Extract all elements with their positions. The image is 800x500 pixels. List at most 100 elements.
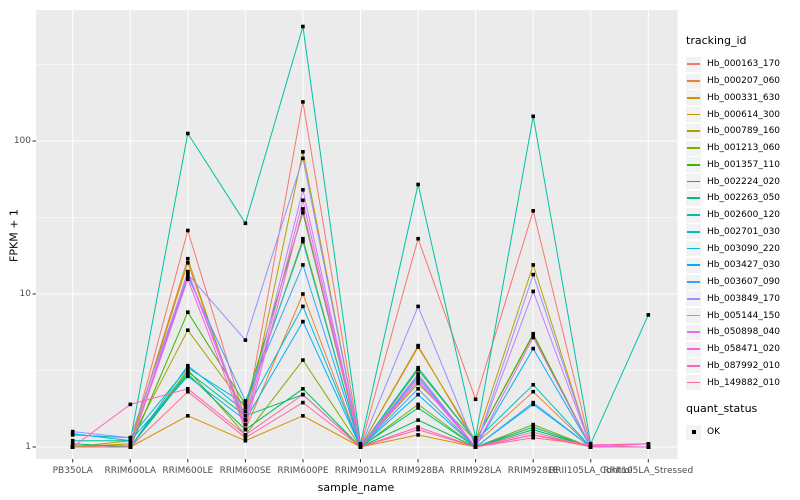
data-point	[186, 228, 190, 233]
data-point	[646, 442, 651, 446]
data-point	[531, 289, 535, 294]
data-point	[186, 374, 190, 379]
data-point	[243, 438, 248, 443]
y-tick-label: 10	[19, 289, 31, 299]
x-tick-label: RRIM928LE	[507, 466, 559, 476]
legend-title: tracking_id	[686, 34, 747, 47]
legend-item-label: Hb_001357_110	[707, 159, 781, 170]
legend-key-line-icon	[686, 324, 701, 340]
legend-key-line-icon	[686, 90, 701, 106]
legend-item-label: OK	[707, 427, 720, 438]
data-point	[416, 418, 420, 422]
x-tick-label: RRII105LA_Stressed	[603, 466, 694, 476]
data-point	[301, 414, 305, 418]
legend-item-label: Hb_003849_170	[707, 293, 781, 304]
legend-item: Hb_149882_010	[686, 374, 798, 391]
legend-item: Hb_003090_220	[686, 240, 798, 257]
data-point	[70, 442, 75, 446]
x-tick-label: RRIM600LA	[104, 466, 156, 476]
legend-item-label: Hb_002701_030	[707, 226, 781, 237]
legend-item-label: Hb_005144_150	[707, 310, 781, 321]
legend-item: Hb_050898_040	[686, 324, 798, 341]
x-tick-label: RRIM600SE	[219, 466, 272, 476]
legend-key-line-icon	[686, 140, 701, 156]
data-point	[70, 432, 75, 436]
data-point	[301, 319, 305, 324]
data-point	[416, 387, 420, 391]
legend-item-label: Hb_000331_630	[707, 92, 781, 103]
data-point	[416, 372, 420, 376]
data-point	[531, 346, 535, 351]
data-point	[588, 443, 593, 447]
data-point	[301, 292, 305, 296]
x-tick-label: RRIM928LA	[449, 466, 502, 476]
data-point	[243, 422, 248, 427]
data-point	[531, 430, 535, 434]
legend-item: Hb_087992_010	[686, 358, 798, 375]
data-point	[186, 261, 190, 265]
data-point	[301, 263, 305, 267]
legend-item: Hb_000789_160	[686, 123, 798, 140]
legend-item-label: Hb_000789_160	[707, 126, 781, 137]
x-tick-label: PB350LA	[52, 466, 93, 476]
legend-item: Hb_000163_170	[686, 56, 798, 73]
data-point	[186, 256, 190, 261]
data-point	[70, 438, 75, 443]
legend-key-line-icon	[686, 291, 701, 307]
legend-item-label: Hb_000163_170	[707, 59, 781, 70]
data-point	[186, 328, 190, 332]
legend-title: quant_status	[686, 402, 758, 415]
y-tick-label: 1	[25, 442, 31, 452]
data-point	[243, 418, 248, 422]
data-point	[416, 304, 420, 309]
legend-key-line-icon	[686, 241, 701, 257]
legend-item: Hb_002224_020	[686, 173, 798, 190]
legend-item-label: Hb_002600_120	[707, 210, 781, 221]
legend-key-line-icon	[686, 73, 701, 89]
data-point	[358, 442, 363, 446]
data-point	[531, 402, 535, 407]
data-point	[301, 188, 305, 192]
legend-item-label: Hb_087992_010	[707, 360, 781, 371]
data-point	[358, 445, 363, 449]
data-point	[301, 210, 305, 215]
data-point	[473, 397, 478, 402]
legend-item-label: Hb_050898_040	[707, 327, 781, 338]
data-point	[416, 367, 420, 372]
data-point	[416, 365, 420, 370]
data-point	[531, 383, 535, 387]
data-point	[243, 338, 248, 342]
data-point	[70, 445, 75, 449]
legend-key-line-icon	[686, 375, 701, 391]
data-point	[646, 313, 651, 317]
legend-items: Hb_000163_170 Hb_000207_060 Hb_000331_630 H…	[686, 56, 798, 391]
data-point	[531, 425, 535, 429]
legend-item-label: Hb_058471_020	[707, 344, 781, 355]
data-point	[531, 422, 535, 427]
legend-key-line-icon	[686, 190, 701, 206]
x-tick-label: RRIM928BA	[391, 466, 445, 476]
x-tick-label: RRIM600PE	[277, 466, 329, 476]
legend-key-line-icon	[686, 308, 701, 324]
legend-item: Hb_005144_150	[686, 307, 798, 324]
data-point	[301, 198, 305, 202]
data-point	[531, 114, 535, 119]
data-point	[186, 370, 190, 374]
data-point	[186, 414, 190, 418]
legend-key-line-icon	[686, 358, 701, 374]
legend-item-label: Hb_003607_090	[707, 277, 781, 288]
data-point	[588, 445, 593, 449]
data-point	[473, 442, 478, 446]
data-point	[128, 442, 133, 446]
legend-key-line-icon	[686, 224, 701, 240]
data-point	[186, 389, 190, 394]
legend-key-line-icon	[686, 107, 701, 123]
data-point	[301, 392, 305, 397]
legend-item-label: Hb_002224_020	[707, 176, 781, 187]
legend-item-label: Hb_000207_060	[707, 76, 781, 87]
legend-tracking-id: tracking_id Hb_000163_170 Hb_000207_060 Hb…	[686, 34, 798, 391]
y-tick-label: 100	[13, 136, 31, 146]
data-point	[301, 100, 305, 104]
